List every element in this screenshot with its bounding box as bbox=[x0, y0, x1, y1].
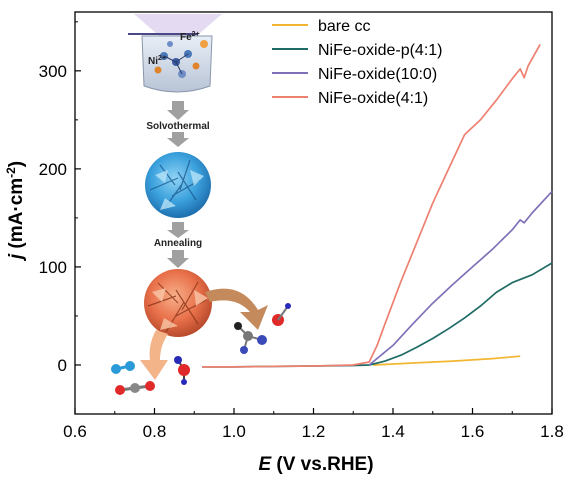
series-layer bbox=[202, 43, 553, 368]
legend-label: NiFe-oxide-p(4:1) bbox=[318, 42, 442, 59]
x-tick-label: 1.4 bbox=[381, 422, 405, 441]
y-axis-title: j (mA·cm-2) bbox=[4, 161, 27, 262]
arrow-down-icon bbox=[167, 250, 189, 268]
legend: bare cc NiFe-oxide-p(4:1) NiFe-oxide(10:0)… bbox=[272, 18, 442, 107]
series-line-1 bbox=[373, 355, 521, 366]
series-line-4 bbox=[202, 43, 541, 368]
synthesis-schematic: Ni2+ Fe2+ Solvothermal Annealing bbox=[111, 14, 291, 395]
x-tick-label: 1.0 bbox=[222, 422, 246, 441]
legend-label: bare cc bbox=[318, 18, 370, 35]
blue-nanoflower-icon bbox=[145, 152, 211, 218]
axis-ticks: 0.6 0.8 1.0 1.2 1.4 1.6 1.8 0 100 200 300 bbox=[39, 21, 564, 441]
orange-nanoflower-icon bbox=[144, 269, 212, 337]
y-tick-label: 100 bbox=[39, 258, 67, 277]
curved-arrow-icon bbox=[205, 288, 268, 330]
x-axis-title: E (V vs.RHE) bbox=[258, 454, 373, 475]
molecule-cluster-icon bbox=[154, 40, 208, 78]
legend-label: NiFe-oxide(10:0) bbox=[318, 66, 437, 83]
molecule-icon bbox=[234, 303, 291, 354]
fe-ion-label: Fe2+ bbox=[180, 31, 200, 43]
arrow-down-icon bbox=[167, 132, 189, 147]
funnel-icon bbox=[134, 14, 222, 40]
x-tick-label: 1.6 bbox=[461, 422, 485, 441]
x-tick-label: 1.8 bbox=[540, 422, 564, 441]
arrow-down-icon bbox=[167, 101, 189, 120]
x-tick-label: 0.6 bbox=[63, 422, 87, 441]
y-tick-label: 0 bbox=[58, 356, 67, 375]
arrow-down-icon bbox=[167, 222, 189, 238]
ni-ion-label: Ni2+ bbox=[148, 55, 166, 67]
curved-arrow-icon bbox=[140, 330, 168, 380]
x-tick-label: 1.2 bbox=[302, 422, 326, 441]
series-line-3 bbox=[368, 190, 553, 366]
molecule-icon bbox=[111, 356, 190, 395]
step-solvothermal: Solvothermal bbox=[146, 121, 210, 132]
x-tick-label: 0.8 bbox=[143, 422, 167, 441]
legend-label: NiFe-oxide(4:1) bbox=[318, 90, 428, 107]
y-tick-label: 300 bbox=[39, 62, 67, 81]
step-annealing: Annealing bbox=[154, 238, 202, 249]
y-tick-label: 200 bbox=[39, 160, 67, 179]
